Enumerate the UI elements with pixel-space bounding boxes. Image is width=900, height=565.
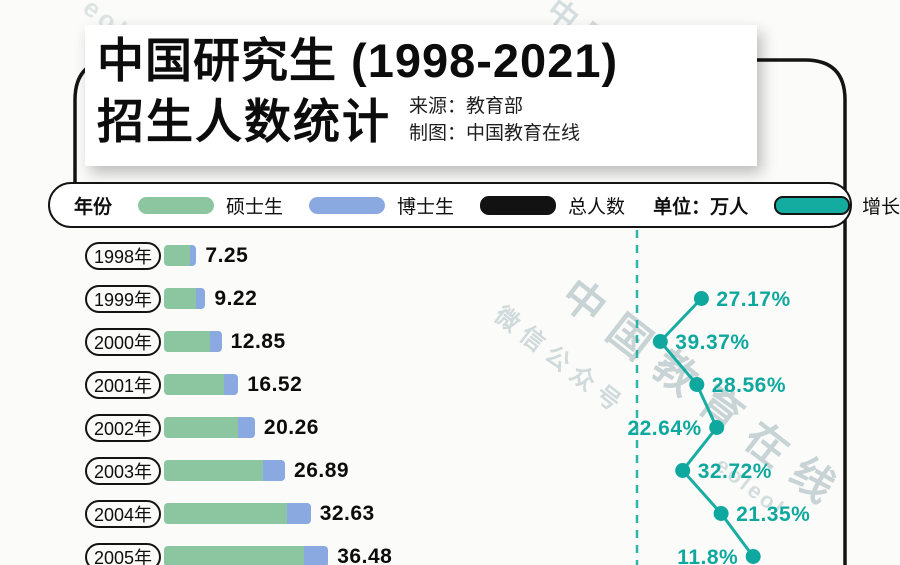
year-row: 2003年 26.89 xyxy=(85,449,645,492)
year-pill: 2002年 xyxy=(85,413,161,442)
credit-line: 制图：中国教育在线 xyxy=(409,123,581,144)
stacked-bar xyxy=(164,331,222,352)
year-row: 2000年 12.85 xyxy=(85,320,645,363)
doctoral-bar-segment xyxy=(189,245,197,266)
doctoral-bar-segment xyxy=(196,288,206,309)
stacked-bar xyxy=(164,546,329,565)
masters-bar-segment xyxy=(164,503,287,524)
doctoral-bar-segment xyxy=(303,546,329,565)
bar-chart-rows: 1998年 7.25 1999年 9.22 2000年 12.85 2001年 16.52 20… xyxy=(85,234,645,565)
page-title: 中国研究生 (1998-2021) xyxy=(97,34,619,87)
total-value: 32.63 xyxy=(319,501,375,525)
year-pill: 2001年 xyxy=(85,370,161,399)
stacked-bar xyxy=(164,460,286,481)
doctoral-bar-segment xyxy=(263,460,286,481)
legend-doctoral-label: 博士生 xyxy=(397,196,455,218)
masters-bar-segment xyxy=(164,460,263,481)
year-pill: 2005年 xyxy=(85,542,161,565)
year-pill: 2000年 xyxy=(85,327,161,356)
masters-bar-segment xyxy=(164,374,224,395)
legend-bar: 年份 硕士生 博士生 总人数 单位：万人 增长率 xyxy=(48,182,900,228)
year-row: 2004年 32.63 xyxy=(85,492,645,535)
legend-year-label: 年份 xyxy=(74,196,113,218)
doctoral-bar-segment xyxy=(237,417,255,438)
stacked-bar xyxy=(164,288,206,309)
doctoral-swatch xyxy=(309,196,386,214)
stacked-bar xyxy=(164,245,197,266)
year-pill: 2003年 xyxy=(85,456,161,485)
legend-growth-label: 增长率 xyxy=(862,196,900,218)
growth-swatch xyxy=(774,195,851,215)
year-row: 2002年 20.26 xyxy=(85,406,645,449)
total-value: 26.89 xyxy=(294,458,350,482)
total-value: 16.52 xyxy=(247,372,303,396)
doctoral-bar-segment xyxy=(210,331,222,352)
total-value: 20.26 xyxy=(263,415,319,439)
masters-bar-segment xyxy=(164,417,238,438)
legend-total-label: 总人数 xyxy=(568,196,626,218)
year-pill: 1999年 xyxy=(85,284,161,313)
legend-masters-label: 硕士生 xyxy=(226,196,284,218)
year-row: 1999年 9.22 xyxy=(85,277,645,320)
page-subtitle: 招生人数统计 xyxy=(97,95,391,148)
masters-bar-segment xyxy=(164,331,211,352)
masters-bar-segment xyxy=(164,245,190,266)
total-value: 12.85 xyxy=(230,329,286,353)
stacked-bar xyxy=(164,503,311,524)
year-row: 1998年 7.25 xyxy=(85,234,645,277)
total-value: 9.22 xyxy=(214,286,258,310)
source-line: 来源：教育部 xyxy=(409,96,524,117)
year-pill: 2004年 xyxy=(85,499,161,528)
title-card: 中国研究生 (1998-2021) 招生人数统计 来源：教育部 制图：中国教育在… xyxy=(85,25,757,166)
year-pill: 1998年 xyxy=(85,241,161,270)
total-value: 36.48 xyxy=(337,544,393,565)
doctoral-bar-segment xyxy=(286,503,311,524)
stacked-bar xyxy=(164,374,239,395)
stacked-bar xyxy=(164,417,255,438)
total-swatch xyxy=(480,195,557,215)
year-row: 2001年 16.52 xyxy=(85,363,645,406)
doctoral-bar-segment xyxy=(223,374,239,395)
legend-unit-label: 单位：万人 xyxy=(653,196,749,218)
year-row: 2005年 36.48 xyxy=(85,535,645,565)
masters-swatch xyxy=(138,196,215,214)
masters-bar-segment xyxy=(164,288,197,309)
total-value: 7.25 xyxy=(205,243,249,267)
masters-bar-segment xyxy=(164,546,304,565)
